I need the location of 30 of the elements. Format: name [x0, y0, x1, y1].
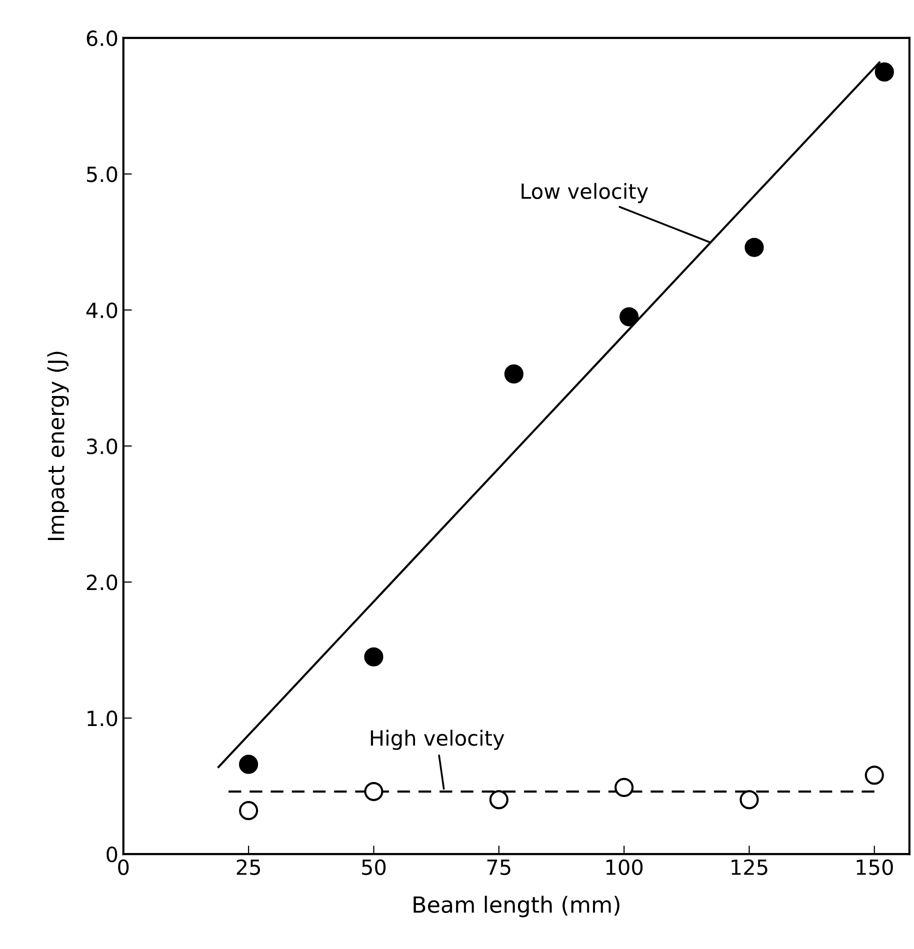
point [364, 647, 384, 666]
annotation: Low velocity [522, 182, 648, 204]
point [364, 782, 384, 802]
x-tick-label: 50 [362, 859, 386, 876]
y-tick-label: 0 [106, 846, 118, 862]
y-tick-label: 1.0 [88, 710, 118, 726]
y-tick-label: 6.0 [86, 30, 118, 46]
point [864, 766, 884, 785]
y-axis-title: Impact energy (J) [47, 352, 69, 540]
x-tick-label: 125 [732, 859, 768, 876]
x-tick-label: 75 [487, 860, 510, 876]
point [740, 790, 759, 810]
point [874, 62, 894, 82]
x-tick-label: 0 [118, 859, 129, 876]
point [504, 364, 524, 384]
annotation: High velocity [370, 730, 504, 750]
x-axis-title: Beam length (mm) [414, 896, 620, 918]
x-tick-label: 150 [856, 859, 893, 876]
x-tick-label: 25 [236, 859, 260, 876]
y-tick-label: 5.0 [87, 166, 118, 182]
point [239, 801, 258, 820]
x-tick-label: 100 [606, 859, 643, 876]
point [614, 778, 634, 797]
y-tick-label: 3.0 [86, 438, 118, 454]
point [620, 307, 639, 326]
point [744, 238, 764, 257]
y-tick-label: 4.0 [86, 302, 118, 318]
point [239, 754, 258, 774]
point [489, 790, 508, 810]
y-tick-label: 2.0 [86, 574, 118, 590]
